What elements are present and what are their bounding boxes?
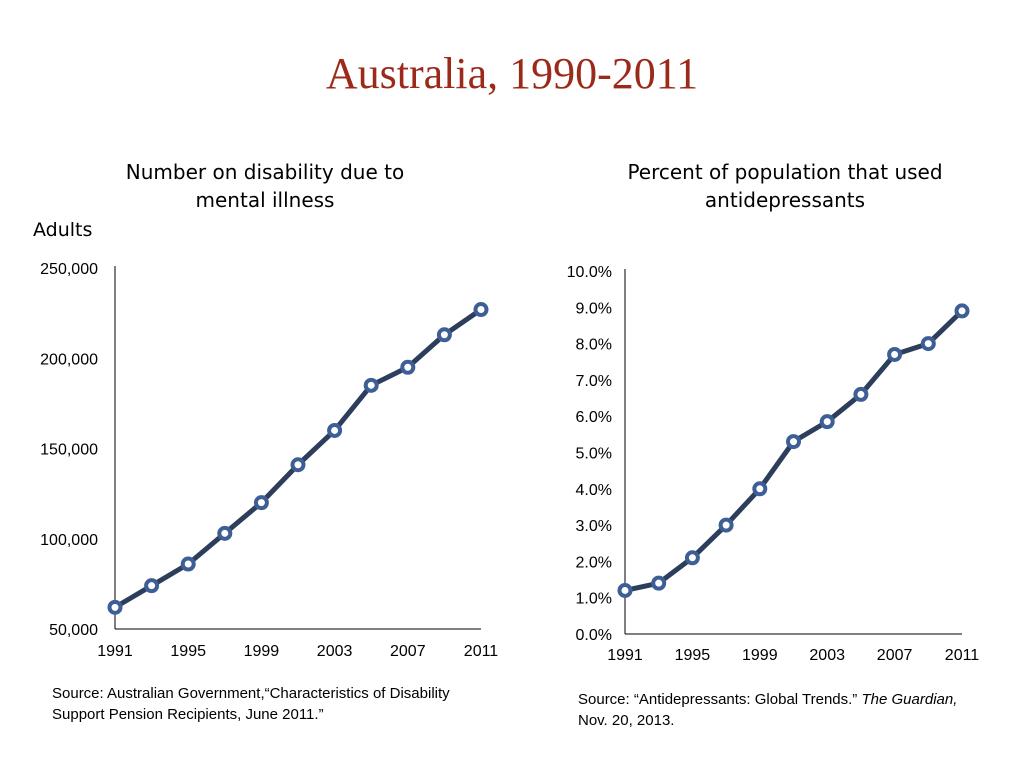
left-chart-title: Number on disability due to mental illne… bbox=[100, 158, 430, 214]
left-chart-title-line1: Number on disability due to bbox=[125, 160, 405, 184]
left-source-line2: Support Pension Recipients, June 2011.” bbox=[52, 706, 324, 723]
right-y-tick-label: 9.0% bbox=[576, 300, 612, 317]
right-source-publication: The Guardian, bbox=[861, 691, 958, 708]
right-data-point bbox=[819, 414, 835, 430]
right-y-tick-label: 4.0% bbox=[576, 482, 612, 499]
slide-title: Australia, 1990-2011 bbox=[325, 49, 699, 98]
left-x-tick-label: 2003 bbox=[317, 643, 353, 660]
right-y-tick-label: 6.0% bbox=[576, 409, 612, 426]
left-data-point bbox=[180, 556, 196, 572]
right-y-tick-label: 8.0% bbox=[576, 337, 612, 354]
right-source-line1: Source: “Antidepressants: Global Trends.… bbox=[578, 689, 1008, 710]
left-data-point bbox=[363, 377, 379, 393]
left-data-point bbox=[107, 599, 123, 615]
right-source-prefix: Source: “Antidepressants: Global Trends.… bbox=[578, 691, 862, 708]
right-y-tick-label: 1.0% bbox=[576, 591, 612, 608]
right-data-point bbox=[718, 517, 734, 533]
left-data-point bbox=[473, 302, 489, 318]
left-x-tick-label: 1995 bbox=[170, 643, 206, 660]
right-y-tick-label: 0.0% bbox=[576, 627, 612, 644]
left-chart-units-label: Adults bbox=[33, 219, 93, 241]
right-x-tick-label: 1999 bbox=[742, 647, 778, 664]
right-chart-title-line2: antidepressants bbox=[704, 188, 866, 212]
right-data-point bbox=[887, 346, 903, 362]
right-y-tick-label: 10.0% bbox=[567, 264, 612, 281]
right-data-point bbox=[617, 582, 633, 598]
left-y-tick-label: 100,000 bbox=[40, 532, 98, 549]
right-x-tick-label: 2011 bbox=[945, 647, 980, 664]
left-data-point bbox=[290, 457, 306, 473]
right-data-point bbox=[954, 303, 970, 319]
right-y-tick-label: 5.0% bbox=[576, 446, 612, 463]
right-chart-source: Source: “Antidepressants: Global Trends.… bbox=[578, 689, 1008, 731]
left-data-point bbox=[327, 422, 343, 438]
left-chart-source: Source: Australian Government,“Character… bbox=[52, 683, 522, 725]
left-y-tick-label: 200,000 bbox=[40, 351, 98, 368]
right-data-point bbox=[920, 336, 936, 352]
left-y-tick-label: 150,000 bbox=[40, 442, 98, 459]
right-x-tick-label: 1995 bbox=[675, 647, 711, 664]
right-data-point bbox=[651, 575, 667, 591]
left-x-tick-label: 2011 bbox=[464, 643, 499, 660]
right-x-tick-label: 1991 bbox=[607, 647, 643, 664]
left-data-point bbox=[436, 327, 452, 343]
right-data-point bbox=[684, 550, 700, 566]
left-y-tick-label: 250,000 bbox=[40, 261, 98, 278]
left-data-point bbox=[144, 578, 160, 594]
right-chart-title: Percent of population that used antidepr… bbox=[600, 158, 970, 214]
left-x-tick-label: 1991 bbox=[97, 643, 133, 660]
right-data-point bbox=[786, 434, 801, 450]
left-data-point bbox=[400, 359, 416, 375]
left-data-point bbox=[217, 525, 233, 541]
left-source-line1: Source: Australian Government,“Character… bbox=[52, 685, 450, 702]
right-data-point bbox=[853, 386, 869, 402]
right-series-line bbox=[622, 308, 965, 593]
right-y-tick-label: 3.0% bbox=[576, 518, 612, 535]
right-y-tick-label: 7.0% bbox=[576, 373, 612, 390]
left-x-tick-label: 1999 bbox=[244, 643, 280, 660]
left-y-tick-label: 50,000 bbox=[49, 622, 98, 639]
right-x-tick-label: 2003 bbox=[809, 647, 845, 664]
right-data-point bbox=[752, 481, 768, 497]
right-source-line2: Nov. 20, 2013. bbox=[578, 712, 675, 729]
right-chart-title-line1: Percent of population that used bbox=[627, 160, 943, 184]
left-chart-title-line2: mental illness bbox=[195, 188, 335, 212]
right-x-tick-label: 2007 bbox=[877, 647, 913, 664]
right-y-tick-label: 2.0% bbox=[576, 554, 612, 571]
left-x-tick-label: 2007 bbox=[390, 643, 426, 660]
left-data-point bbox=[253, 495, 269, 511]
